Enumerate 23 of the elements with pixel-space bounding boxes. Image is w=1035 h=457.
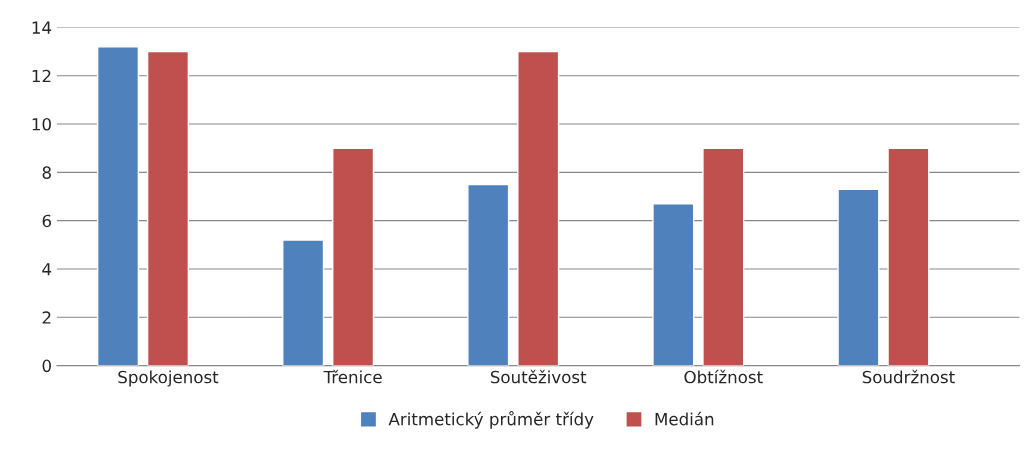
bar — [146, 50, 190, 366]
y-tick-label: 0 — [42, 359, 51, 373]
y-tick-label: 12 — [32, 69, 51, 83]
bar — [702, 147, 745, 366]
y-tick-label: 6 — [42, 214, 52, 228]
x-tick-label: Obtížnost — [684, 369, 763, 384]
bar — [282, 239, 325, 366]
y-tick-label: 4 — [42, 263, 52, 276]
y-tick-label: 10 — [32, 118, 51, 131]
bar — [332, 147, 375, 366]
bar — [652, 203, 695, 366]
y-tick-label: 8 — [42, 166, 51, 179]
y-tick-label: 2 — [42, 311, 51, 324]
bar — [96, 46, 140, 366]
legend-label: Medián — [655, 411, 714, 426]
x-tick-label: Spokojenost — [118, 370, 219, 387]
y-tick-label: 14 — [32, 21, 52, 34]
x-tick-label: Soutěživost — [490, 369, 587, 384]
bar — [467, 183, 510, 366]
x-tick-label: Třenice — [323, 369, 382, 384]
bar — [517, 50, 560, 366]
legend-label: Aritmetický průměr třídy — [388, 411, 594, 429]
x-tick-label: Soudržnost — [862, 369, 955, 384]
